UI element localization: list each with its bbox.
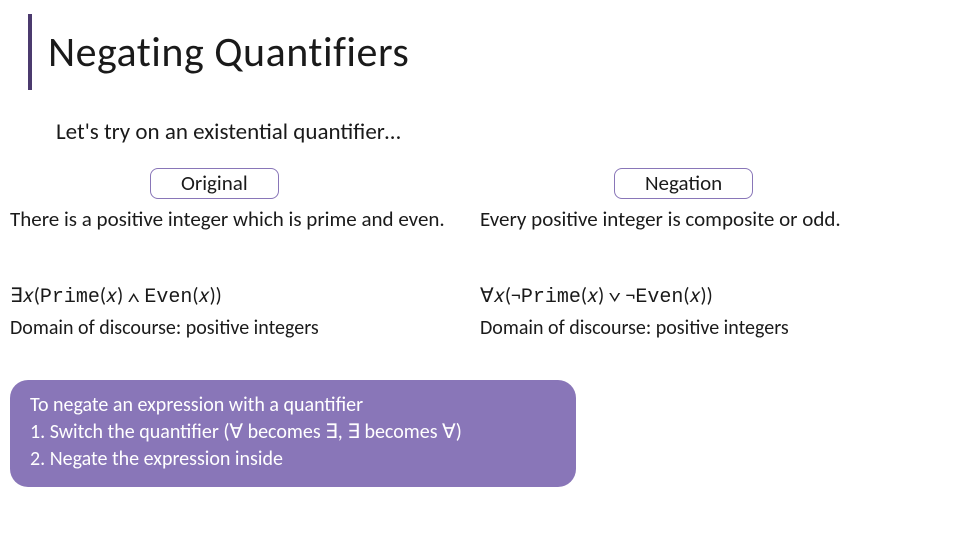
tip-box: To negate an expression with a quantifie…: [10, 380, 576, 487]
domain-original: Domain of discourse: positive integers: [10, 314, 319, 342]
formula-original: ∃𝑥(Prime(𝑥) ∧ Even(𝑥)): [10, 282, 319, 312]
intro-text: Let's try on an existential quantifier…: [56, 118, 401, 146]
tip-line-3: 2. Negate the expression inside: [30, 446, 556, 473]
label-original: Original: [150, 168, 279, 199]
formula-negation: ∀𝑥(¬Prime(𝑥) ∨ ¬Even(𝑥)): [480, 282, 789, 312]
expression-negation: ∀𝑥(¬Prime(𝑥) ∨ ¬Even(𝑥)) Domain of disco…: [480, 282, 789, 342]
tip-line-1: To negate an expression with a quantifie…: [30, 392, 556, 419]
expression-original: ∃𝑥(Prime(𝑥) ∧ Even(𝑥)) Domain of discour…: [10, 282, 319, 342]
domain-negation: Domain of discourse: positive integers: [480, 314, 789, 342]
tip-line-2: 1. Switch the quantifier (∀ becomes ∃, ∃…: [30, 419, 556, 446]
title-bar: Negating Quantifiers: [28, 14, 409, 90]
statement-original: There is a positive integer which is pri…: [10, 206, 480, 232]
statement-negation: Every positive integer is composite or o…: [480, 206, 960, 232]
label-negation: Negation: [614, 168, 753, 199]
slide-title: Negating Quantifiers: [48, 27, 409, 78]
